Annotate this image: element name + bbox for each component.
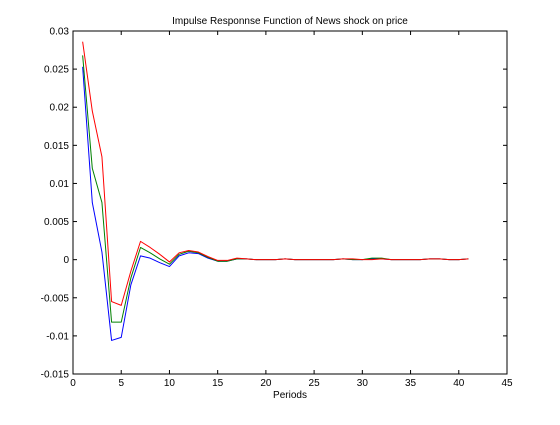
x-axis-label: Periods — [273, 390, 307, 401]
x-tick-label: 15 — [212, 378, 224, 389]
x-tick-label: 20 — [260, 378, 272, 389]
y-tick-label: -0.005 — [41, 293, 70, 304]
series-layer — [82, 41, 469, 341]
series-line-red — [82, 41, 469, 306]
y-tick-label: 0.025 — [44, 65, 69, 76]
x-tick-label: 45 — [501, 378, 513, 389]
y-tick-label: 0.015 — [44, 141, 69, 152]
y-tick-label: -0.01 — [46, 331, 69, 342]
y-tick-label: 0 — [63, 255, 69, 266]
x-tick-label: 30 — [357, 378, 369, 389]
y-tick-label: 0.01 — [50, 179, 70, 190]
plot-frame — [72, 30, 508, 375]
y-tick-label: 0.005 — [44, 217, 69, 228]
x-tick-label: 10 — [164, 378, 176, 389]
x-tick-label: 25 — [309, 378, 321, 389]
plot-background — [73, 31, 507, 374]
x-tick-label: 5 — [118, 378, 124, 389]
x-tick-label: 40 — [453, 378, 465, 389]
ticks-layer: 0 5 10 15 20 25 30 35 40 45 -0.015 -0.01 -0.005 0 0.00… — [41, 27, 513, 390]
y-tick-label: 0.03 — [50, 27, 70, 38]
x-tick-label: 35 — [405, 378, 417, 389]
y-tick-label: -0.015 — [41, 370, 70, 381]
y-tick-label: 0.02 — [50, 103, 70, 114]
x-tick-label: 0 — [70, 378, 76, 389]
chart-title: Impulse Responnse Function of News shock… — [172, 16, 408, 27]
